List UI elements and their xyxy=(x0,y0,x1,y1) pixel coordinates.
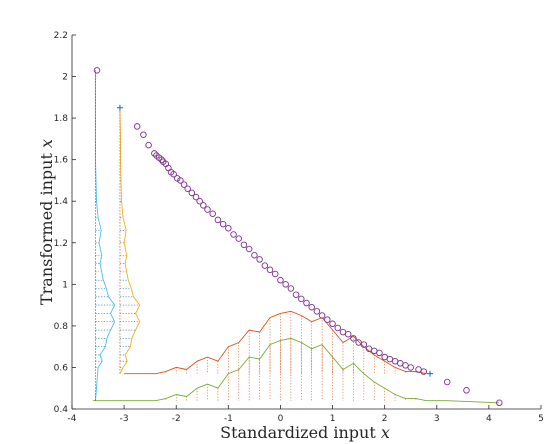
y-tick-label: 1.4 xyxy=(54,197,69,207)
x-tick-label: 3 xyxy=(434,414,440,424)
scatter-point xyxy=(184,185,191,193)
scatter-point xyxy=(370,347,378,355)
scatter-point xyxy=(443,378,451,386)
x-tick-label: 2 xyxy=(382,414,388,424)
scatter-point xyxy=(192,193,200,201)
scatter-point xyxy=(230,231,237,238)
marginal-lines xyxy=(92,70,500,404)
scatter-point xyxy=(177,177,184,184)
scatter-point xyxy=(93,67,101,74)
plus-marker xyxy=(116,104,123,111)
scatter-point xyxy=(318,312,326,319)
tick-labels: -4 -3 -2 -1 0 1 2 3 4 5 0.4 0.6 0.8 1 1.2 1.4 1.6 1.8 2 2.2 xyxy=(54,31,544,424)
plus-marker xyxy=(427,370,434,377)
scatter-point xyxy=(391,357,399,365)
scatter-point xyxy=(165,164,172,172)
scatter-point xyxy=(266,266,274,274)
y-axis-label: Transformed input x xyxy=(37,139,56,305)
y-tick-label: 2 xyxy=(62,73,68,83)
scatter-point xyxy=(188,189,196,197)
x-tick-label: -1 xyxy=(224,414,233,424)
y-marginal-line-inner xyxy=(119,107,141,374)
scatter-point xyxy=(376,349,383,357)
scatter-point xyxy=(214,216,222,224)
scatter-point xyxy=(271,270,279,278)
scatter-point xyxy=(180,181,188,188)
x-axis-label: Standardized input x xyxy=(220,423,390,442)
scatter-point xyxy=(256,256,263,263)
scatter-point xyxy=(360,341,368,348)
scatter-point xyxy=(225,224,232,232)
y-tick-label: 1.6 xyxy=(54,156,69,166)
x-tick-label: 0 xyxy=(278,414,284,424)
y-tick-label: 0.6 xyxy=(54,363,69,373)
x-tick-label: 4 xyxy=(486,414,492,424)
scatter-point xyxy=(145,141,152,149)
x-tick-label: -2 xyxy=(172,414,181,424)
scatter-point xyxy=(251,251,258,259)
scatter-point xyxy=(407,364,414,371)
scatter-point xyxy=(308,303,315,311)
scatter-point xyxy=(350,335,357,342)
scatter-point xyxy=(240,241,248,249)
scatter-point xyxy=(209,210,216,217)
y-tick-label: 1 xyxy=(62,280,68,290)
x-tick-label: 5 xyxy=(538,414,544,424)
scatter-point xyxy=(140,131,147,138)
scatter-point xyxy=(287,285,295,292)
scatter-point xyxy=(219,220,227,228)
x-marginal-line-upper xyxy=(124,310,427,375)
scatter-point xyxy=(355,339,362,346)
y-tick-label: 0.8 xyxy=(54,322,69,332)
scatter-point xyxy=(277,276,284,284)
y-tick-label: 1.2 xyxy=(54,239,68,249)
scatter-point xyxy=(158,156,165,163)
scatter-point xyxy=(402,362,409,369)
scatter-point xyxy=(334,324,342,332)
scatter-point xyxy=(344,330,352,338)
scatter-point xyxy=(298,295,305,303)
scatter-point xyxy=(261,262,269,269)
scatter-point xyxy=(170,170,177,178)
scatter-point xyxy=(386,355,394,363)
y-tick-label: 2.2 xyxy=(54,31,68,41)
x-tick-label: -4 xyxy=(68,414,77,424)
scatter-point xyxy=(381,353,388,361)
x-tick-label: 1 xyxy=(330,414,336,424)
scatter-point xyxy=(196,197,203,205)
scatter-point xyxy=(235,235,243,242)
scatter-point xyxy=(282,281,289,288)
y-tick-label: 0.4 xyxy=(54,405,69,415)
scatter-point xyxy=(415,366,422,373)
scatter-point xyxy=(420,368,428,375)
scatter-point xyxy=(200,202,207,209)
y-marginal-line-outer xyxy=(95,70,116,401)
scatter-point xyxy=(496,399,503,407)
x-marginal-line-lower xyxy=(92,337,500,404)
scatter-point xyxy=(133,123,141,130)
scatter-point xyxy=(292,291,300,298)
scatter-point xyxy=(313,308,321,315)
y-tick-label: 1.8 xyxy=(54,114,69,124)
scatter-point xyxy=(329,320,336,328)
x-tick-label: -3 xyxy=(120,414,129,424)
plus-markers xyxy=(116,104,434,377)
scatter-point xyxy=(151,150,158,157)
scatter-point xyxy=(324,316,331,323)
scatter-point xyxy=(245,245,253,253)
scatter-point xyxy=(463,387,470,394)
scatter-point xyxy=(397,360,404,367)
scatter-point xyxy=(303,299,310,307)
scatter-points xyxy=(93,67,503,407)
marginal-hatching xyxy=(95,138,417,401)
scatter-point xyxy=(339,328,347,336)
axes xyxy=(71,34,542,410)
scatter-point xyxy=(204,206,211,213)
